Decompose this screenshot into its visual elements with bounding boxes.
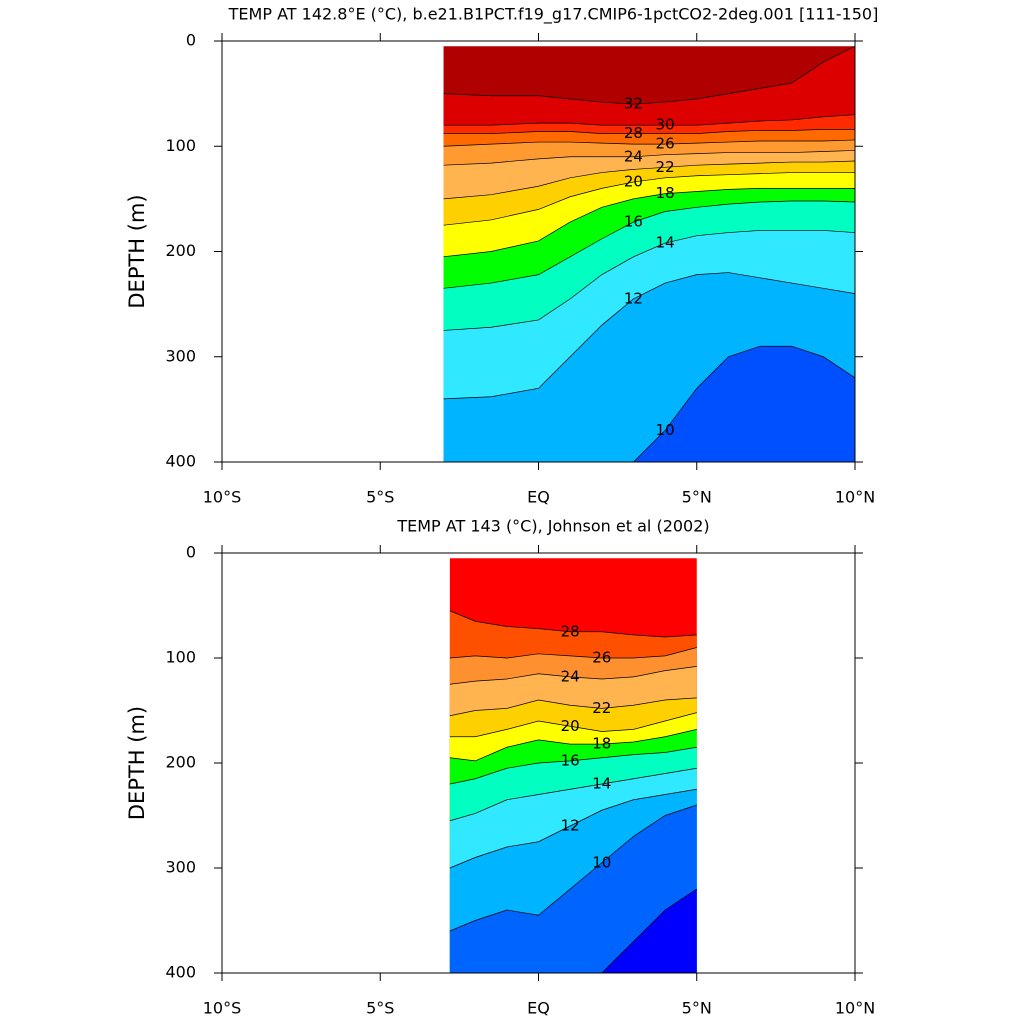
y-tick-label: 400 <box>165 963 196 982</box>
contour-label: 26 <box>592 649 611 667</box>
x-tick-label: 10°S <box>203 999 242 1018</box>
contour-line <box>443 139 856 147</box>
contour-label: 18 <box>656 184 675 202</box>
y-tick-label: 0 <box>186 543 196 562</box>
contour-label: 24 <box>561 667 580 685</box>
contour-line <box>449 767 697 822</box>
contour-line <box>443 172 855 226</box>
y-tick-label: 400 <box>165 452 196 471</box>
contour-line <box>449 666 697 685</box>
x-tick-label: 5°S <box>366 999 394 1018</box>
contour-label: 32 <box>624 95 643 113</box>
contour-label: 30 <box>656 116 675 134</box>
y-tick-label: 100 <box>165 136 196 155</box>
contour-line <box>449 697 697 717</box>
contour-label: 18 <box>592 735 611 753</box>
x-tick-label: 5°N <box>682 999 712 1018</box>
x-tick-label: 10°N <box>835 488 875 507</box>
contour-label: 22 <box>592 699 611 717</box>
contour-line <box>443 160 856 200</box>
contour-label: 12 <box>624 289 643 307</box>
contour-line <box>443 114 856 126</box>
x-tick-label: 10°N <box>835 999 875 1018</box>
contour-line <box>449 729 697 762</box>
y-tick-label: 100 <box>165 648 196 667</box>
contour-label: 10 <box>656 421 675 439</box>
chart-title: TEMP AT 142.8°E (°C), b.e21.B1PCT.f19_g1… <box>228 5 879 25</box>
contour-label: 10 <box>592 853 611 871</box>
x-tick-label: EQ <box>527 999 550 1018</box>
contour-label: 14 <box>592 775 611 793</box>
y-tick-label: 300 <box>165 858 196 877</box>
y-axis-label: DEPTH (m) <box>125 194 149 308</box>
x-tick-label: 5°S <box>366 488 394 507</box>
contour-label: 28 <box>624 124 643 142</box>
contour-label: 24 <box>624 147 643 165</box>
contour-label: 22 <box>656 158 675 176</box>
contour-label: 26 <box>656 135 675 153</box>
y-tick-label: 200 <box>165 753 196 772</box>
chart-title: TEMP AT 143 (°C), Johnson et al (2002) <box>396 517 709 536</box>
contour-label: 28 <box>561 622 580 640</box>
contour-line <box>449 712 697 738</box>
y-tick-label: 0 <box>186 31 196 50</box>
y-tick-label: 300 <box>165 346 196 365</box>
contour-line <box>449 804 697 932</box>
contour-line <box>443 230 856 331</box>
contour-line <box>449 647 697 659</box>
fill-band <box>449 889 697 973</box>
contour-line <box>443 150 856 166</box>
contour-label: 16 <box>624 213 643 231</box>
contour-line <box>443 129 855 134</box>
fill-band <box>449 805 697 973</box>
contour-label: 20 <box>561 717 580 735</box>
fill-band <box>443 346 855 462</box>
contour-line <box>443 188 855 258</box>
contour-line <box>443 200 856 289</box>
contour-label: 12 <box>561 817 580 835</box>
contour-line <box>443 272 856 400</box>
y-axis-label: DEPTH (m) <box>125 706 149 820</box>
contour-line <box>449 746 697 785</box>
x-tick-label: 5°N <box>682 488 712 507</box>
x-tick-label: 10°S <box>203 488 242 507</box>
contour-label: 20 <box>624 173 643 191</box>
contour-line <box>443 45 856 105</box>
contour-label: 14 <box>656 234 675 252</box>
x-tick-label: EQ <box>527 488 550 507</box>
contour-line <box>449 610 697 638</box>
contour-line <box>449 788 697 869</box>
y-tick-label: 200 <box>165 241 196 260</box>
contour-label: 16 <box>561 751 580 769</box>
